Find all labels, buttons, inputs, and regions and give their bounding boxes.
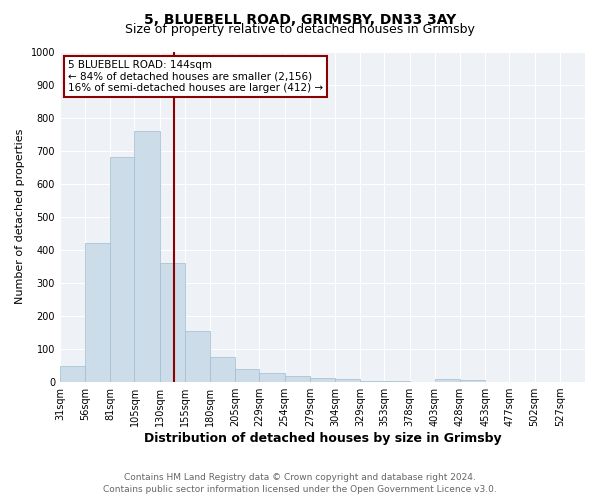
- X-axis label: Distribution of detached houses by size in Grimsby: Distribution of detached houses by size …: [143, 432, 501, 445]
- Text: Size of property relative to detached houses in Grimsby: Size of property relative to detached ho…: [125, 22, 475, 36]
- Bar: [134, 131, 160, 382]
- Y-axis label: Number of detached properties: Number of detached properties: [15, 129, 25, 304]
- Bar: [310, 378, 335, 382]
- Bar: [85, 243, 110, 382]
- Bar: [460, 380, 485, 382]
- Bar: [160, 263, 185, 382]
- Bar: [360, 381, 385, 382]
- Text: 5, BLUEBELL ROAD, GRIMSBY, DN33 3AY: 5, BLUEBELL ROAD, GRIMSBY, DN33 3AY: [144, 12, 456, 26]
- Bar: [60, 366, 85, 382]
- Bar: [259, 373, 284, 382]
- Text: Contains HM Land Registry data © Crown copyright and database right 2024.
Contai: Contains HM Land Registry data © Crown c…: [103, 472, 497, 494]
- Bar: [185, 331, 210, 382]
- Bar: [385, 381, 410, 382]
- Bar: [335, 380, 360, 382]
- Bar: [110, 158, 134, 382]
- Bar: [284, 376, 310, 382]
- Bar: [435, 379, 460, 382]
- Bar: [235, 369, 259, 382]
- Text: 5 BLUEBELL ROAD: 144sqm
← 84% of detached houses are smaller (2,156)
16% of semi: 5 BLUEBELL ROAD: 144sqm ← 84% of detache…: [68, 60, 323, 93]
- Bar: [210, 358, 235, 382]
